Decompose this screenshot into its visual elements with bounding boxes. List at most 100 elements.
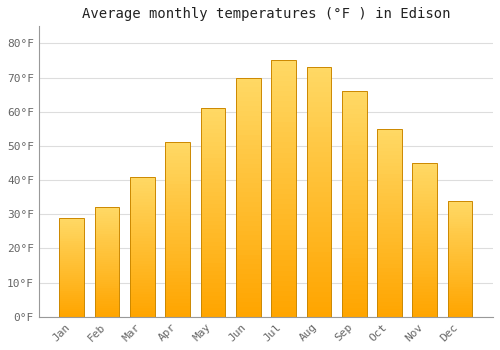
Bar	[342, 195, 366, 199]
Bar	[271, 86, 296, 91]
Bar	[271, 168, 296, 173]
Bar	[236, 302, 260, 307]
Bar	[412, 206, 437, 209]
Bar	[306, 172, 331, 177]
Bar	[60, 250, 84, 251]
Bar	[130, 294, 155, 297]
Bar	[236, 202, 260, 207]
Bar	[342, 204, 366, 209]
Bar	[166, 205, 190, 209]
Bar	[130, 244, 155, 247]
Bar	[94, 256, 120, 258]
Bar	[236, 250, 260, 254]
Bar	[342, 91, 366, 317]
Bar	[306, 122, 331, 127]
Bar	[60, 313, 84, 315]
Bar	[200, 284, 226, 288]
Bar	[130, 311, 155, 314]
Bar	[306, 282, 331, 287]
Bar	[306, 192, 331, 197]
Bar	[130, 314, 155, 317]
Bar	[60, 309, 84, 311]
Bar	[448, 280, 472, 282]
Bar	[306, 117, 331, 122]
Bar	[412, 246, 437, 249]
Bar	[130, 233, 155, 236]
Bar	[412, 240, 437, 243]
Bar	[448, 201, 472, 317]
Bar	[377, 215, 402, 219]
Bar	[412, 258, 437, 261]
Bar	[236, 279, 260, 283]
Bar	[130, 227, 155, 230]
Bar	[236, 188, 260, 193]
Bar	[412, 255, 437, 258]
Bar	[200, 154, 226, 158]
Bar	[448, 233, 472, 236]
Bar	[236, 226, 260, 231]
Bar	[200, 313, 226, 317]
Bar	[60, 253, 84, 256]
Bar	[166, 240, 190, 244]
Bar	[166, 289, 190, 292]
Bar	[377, 170, 402, 174]
Bar	[377, 148, 402, 152]
Bar	[130, 275, 155, 278]
Bar	[377, 219, 402, 223]
Bar	[166, 153, 190, 156]
Bar	[200, 188, 226, 192]
Bar	[60, 238, 84, 239]
Bar	[94, 284, 120, 286]
Bar	[60, 265, 84, 267]
Bar	[94, 304, 120, 306]
Bar	[377, 238, 402, 242]
Bar	[94, 297, 120, 299]
Bar	[236, 78, 260, 317]
Bar	[377, 241, 402, 245]
Bar	[448, 203, 472, 205]
Bar	[200, 108, 226, 317]
Bar	[236, 168, 260, 173]
Bar	[200, 267, 226, 271]
Bar	[166, 209, 190, 212]
Bar	[60, 218, 84, 220]
Bar	[94, 299, 120, 301]
Bar	[377, 268, 402, 272]
Bar	[166, 303, 190, 306]
Bar	[60, 297, 84, 299]
Bar	[236, 116, 260, 121]
Bar	[271, 209, 296, 214]
Bar	[200, 221, 226, 225]
Bar	[342, 303, 366, 308]
Bar	[236, 149, 260, 154]
Bar	[130, 264, 155, 266]
Bar	[271, 76, 296, 81]
Bar	[342, 281, 366, 285]
Bar	[448, 229, 472, 231]
Bar	[130, 278, 155, 280]
Bar	[200, 150, 226, 154]
Bar	[448, 205, 472, 208]
Bar	[94, 258, 120, 260]
Bar	[200, 250, 226, 254]
Bar	[166, 275, 190, 279]
Bar	[342, 173, 366, 177]
Bar	[377, 309, 402, 313]
Bar	[130, 238, 155, 241]
Bar	[377, 253, 402, 257]
Bar	[60, 307, 84, 309]
Bar	[342, 245, 366, 249]
Bar	[306, 147, 331, 152]
Bar	[306, 287, 331, 292]
Bar	[94, 249, 120, 251]
Bar	[166, 177, 190, 181]
Bar	[166, 160, 190, 163]
Bar	[200, 200, 226, 204]
Bar	[342, 132, 366, 136]
Bar	[166, 226, 190, 230]
Bar	[412, 301, 437, 304]
Bar	[306, 207, 331, 212]
Bar	[306, 167, 331, 172]
Title: Average monthly temperatures (°F ) in Edison: Average monthly temperatures (°F ) in Ed…	[82, 7, 450, 21]
Bar	[200, 238, 226, 242]
